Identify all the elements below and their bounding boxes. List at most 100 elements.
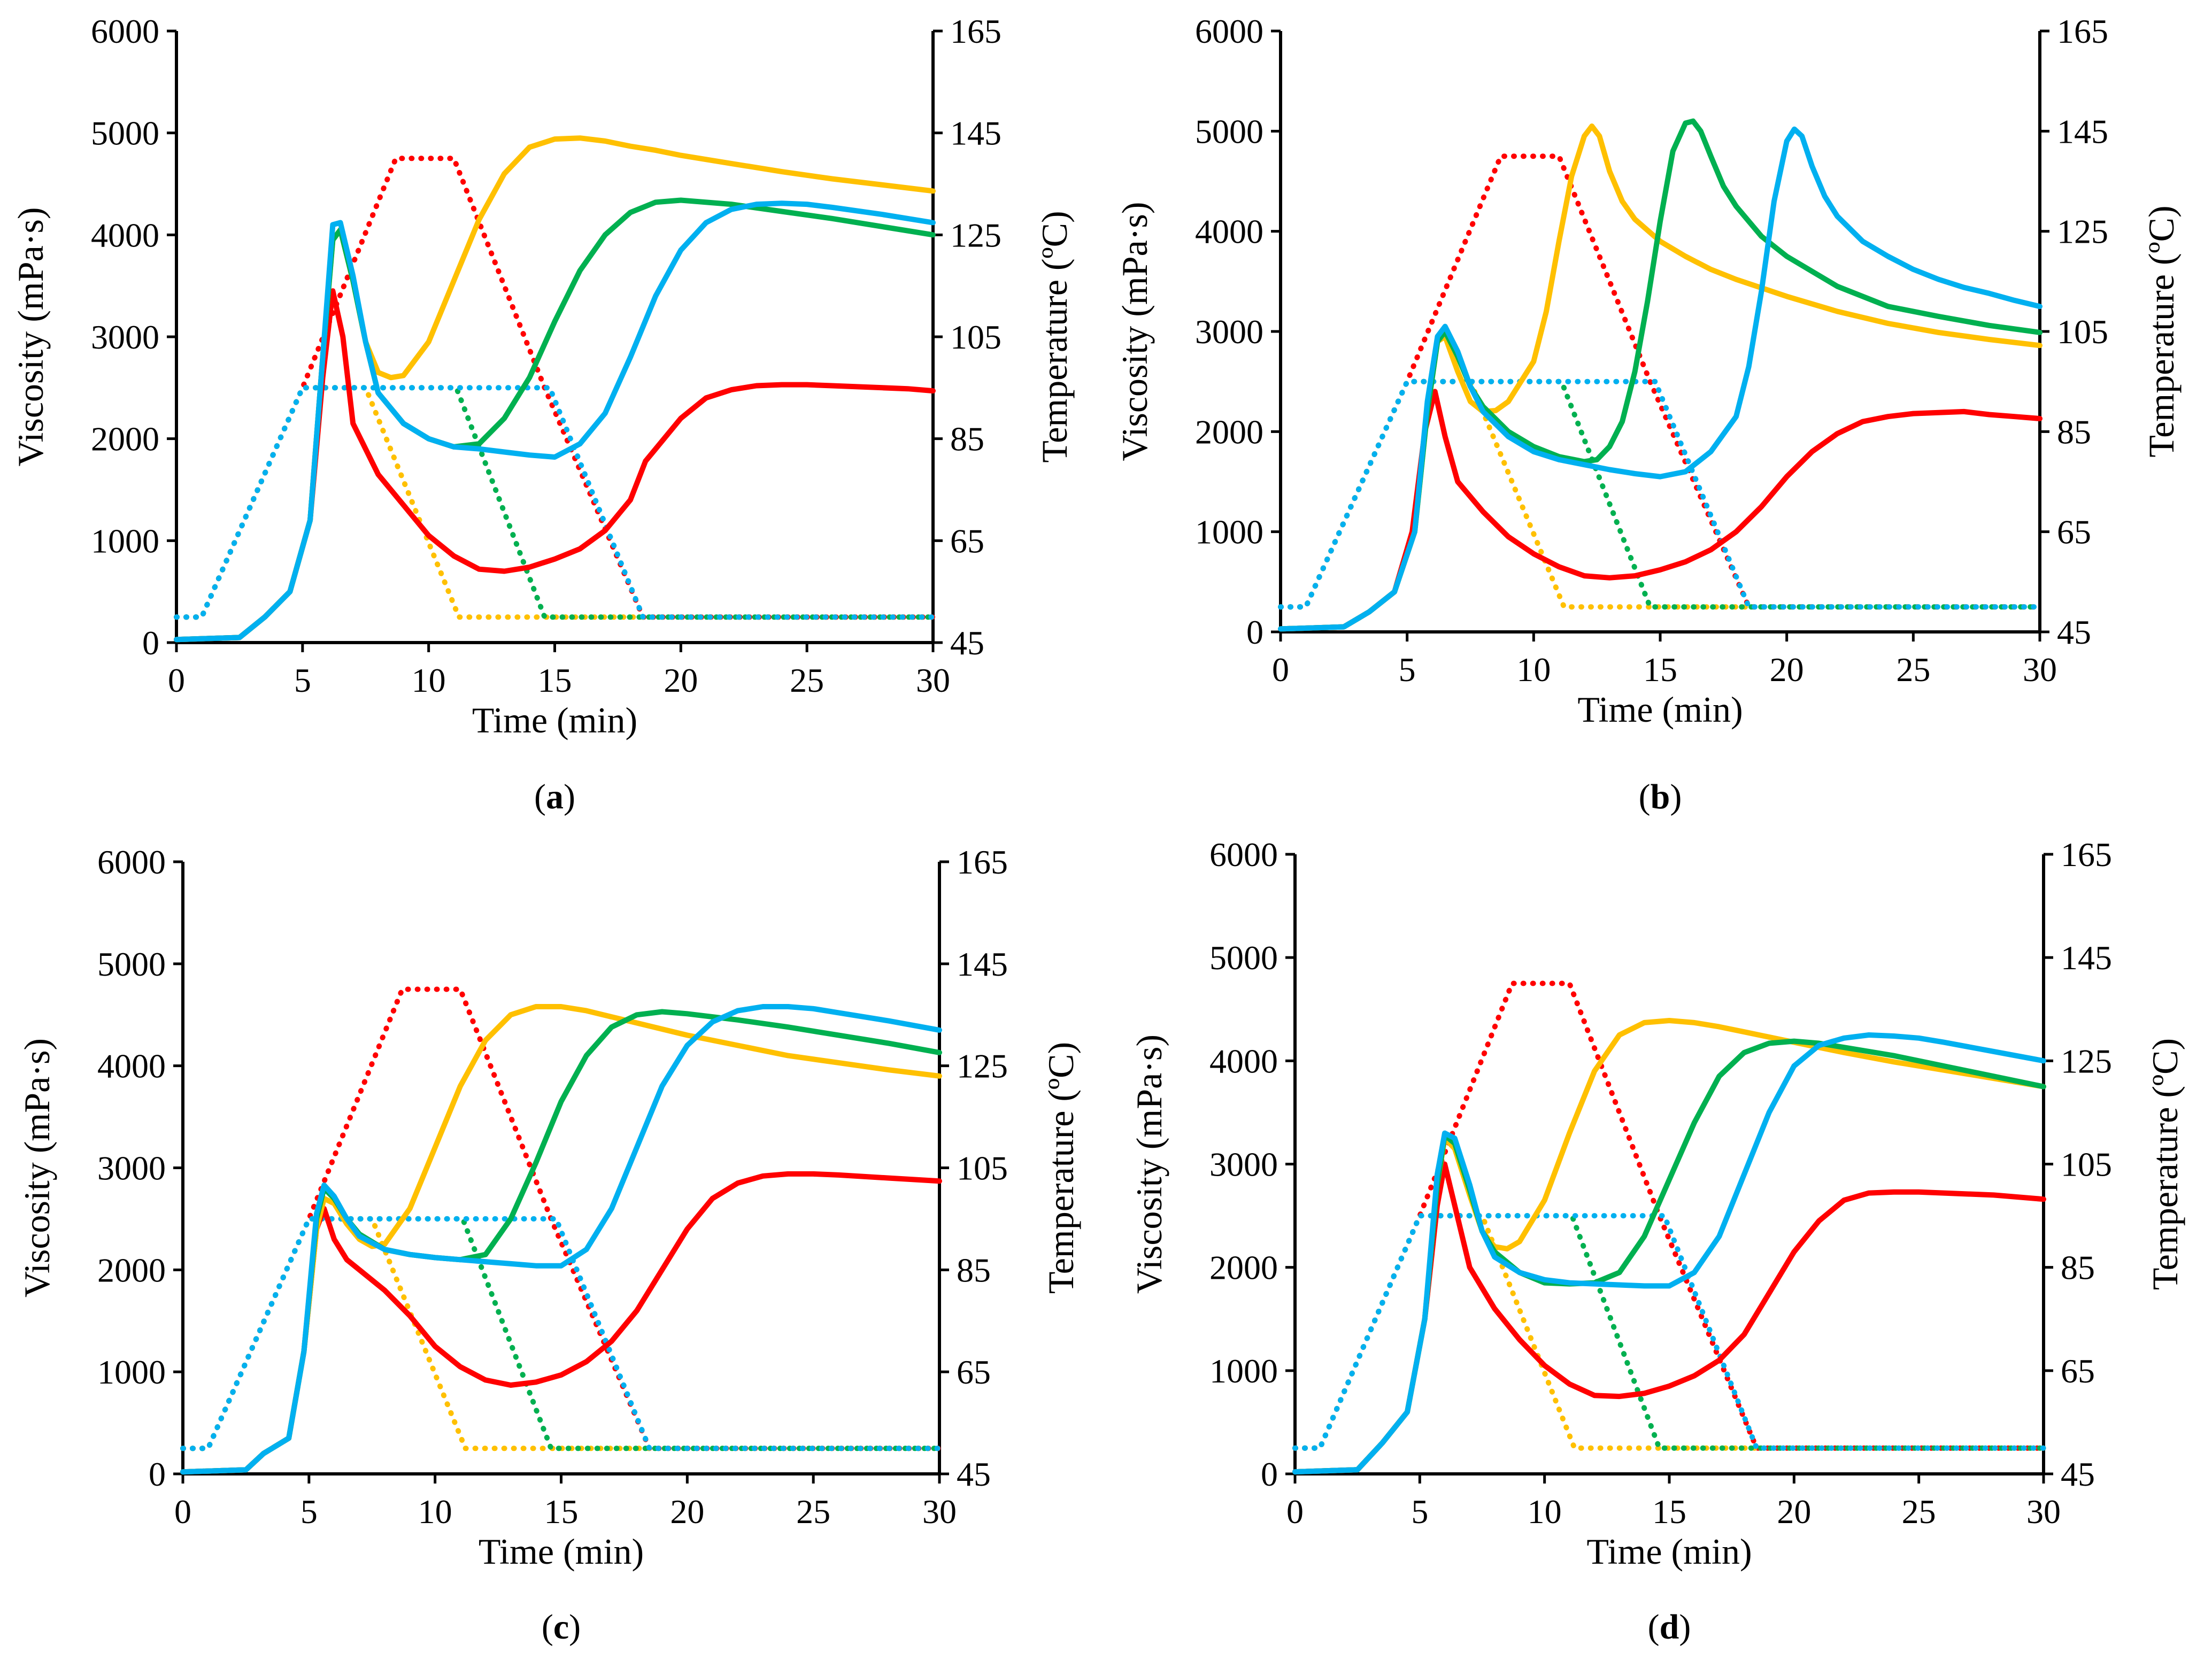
x-tick-label: 10 bbox=[418, 1493, 452, 1531]
y2-axis-label: Temperature (ºC) bbox=[1041, 1042, 1081, 1294]
y-tick-label: 1000 bbox=[1195, 513, 1263, 551]
y2-tick-label: 85 bbox=[2061, 1249, 2095, 1287]
x-axis-label: Time (min) bbox=[479, 1531, 644, 1572]
y2-tick-label: 125 bbox=[2057, 213, 2108, 251]
x-tick-label: 5 bbox=[300, 1493, 318, 1531]
x-tick-label: 0 bbox=[168, 661, 185, 699]
y2-axis-label: Temperature (ºC) bbox=[2145, 1038, 2185, 1290]
viscosity-line-1 bbox=[1292, 1161, 2046, 1475]
y2-tick-label: 85 bbox=[957, 1251, 991, 1289]
viscosity-line-2 bbox=[174, 135, 936, 643]
x-tick-label: 30 bbox=[916, 661, 950, 699]
y2-tick-label: 65 bbox=[2057, 513, 2091, 551]
y-tick-label: 2000 bbox=[1195, 413, 1263, 451]
x-tick-label: 25 bbox=[1896, 651, 1930, 689]
y-tick-label: 0 bbox=[142, 624, 159, 662]
viscosity-line-4 bbox=[1292, 1032, 2046, 1475]
x-tick-label: 0 bbox=[1272, 651, 1289, 689]
x-tick-label: 15 bbox=[1643, 651, 1677, 689]
y-axis-label: Viscosity (mPa·s) bbox=[1114, 202, 1155, 461]
panel-label: (d) bbox=[1648, 1608, 1691, 1647]
x-tick-label: 25 bbox=[1902, 1493, 1936, 1531]
x-tick-label: 0 bbox=[174, 1493, 191, 1531]
y2-tick-label: 105 bbox=[2061, 1146, 2112, 1184]
x-tick-label: 25 bbox=[790, 661, 824, 699]
y2-tick-label: 125 bbox=[957, 1047, 1008, 1085]
y2-axis-label: Temperature (ºC) bbox=[1034, 211, 1075, 462]
y2-tick-label: 85 bbox=[950, 420, 984, 458]
x-tick-label: 5 bbox=[1399, 651, 1416, 689]
y-tick-label: 1000 bbox=[97, 1353, 166, 1391]
y-tick-label: 4000 bbox=[1209, 1042, 1278, 1080]
y-tick-label: 3000 bbox=[1195, 313, 1263, 351]
y-tick-label: 4000 bbox=[1195, 213, 1263, 251]
temperature-line-4 bbox=[1292, 1213, 2046, 1451]
x-tick-label: 20 bbox=[670, 1493, 704, 1531]
y-tick-label: 4000 bbox=[97, 1047, 166, 1085]
y2-axis-label: Temperature (ºC) bbox=[2141, 205, 2182, 457]
y2-tick-label: 105 bbox=[2057, 313, 2108, 351]
x-axis-label: Time (min) bbox=[472, 700, 637, 740]
y2-tick-label: 45 bbox=[2057, 613, 2091, 651]
viscosity-line-4 bbox=[180, 1004, 942, 1475]
panel-a: 0100020003000400050006000456585105125145… bbox=[10, 12, 1075, 816]
temperature-line-4 bbox=[174, 385, 936, 620]
y-tick-label: 0 bbox=[149, 1455, 166, 1493]
y-axis-label: Viscosity (mPa·s) bbox=[1129, 1034, 1169, 1294]
x-tick-label: 15 bbox=[1652, 1493, 1686, 1531]
y-tick-label: 2000 bbox=[91, 420, 159, 458]
y2-tick-label: 145 bbox=[2057, 112, 2108, 150]
x-tick-label: 10 bbox=[412, 661, 446, 699]
temperature-line-1 bbox=[1292, 980, 2046, 1451]
y2-tick-label: 165 bbox=[957, 843, 1008, 881]
x-tick-label: 20 bbox=[664, 661, 698, 699]
x-tick-label: 30 bbox=[2026, 1493, 2061, 1531]
y2-tick-label: 105 bbox=[950, 318, 1001, 356]
x-tick-label: 5 bbox=[1411, 1493, 1428, 1531]
temperature-line-4 bbox=[180, 1216, 942, 1451]
y2-tick-label: 145 bbox=[957, 945, 1008, 983]
y2-tick-label: 125 bbox=[950, 216, 1001, 254]
x-tick-label: 30 bbox=[922, 1493, 957, 1531]
x-tick-label: 30 bbox=[2023, 651, 2057, 689]
y2-tick-label: 65 bbox=[957, 1353, 991, 1391]
x-tick-label: 25 bbox=[796, 1493, 830, 1531]
panel-label: (b) bbox=[1639, 777, 1682, 816]
y2-tick-label: 165 bbox=[2061, 836, 2112, 874]
y-tick-label: 3000 bbox=[97, 1149, 166, 1187]
x-tick-label: 5 bbox=[294, 661, 311, 699]
y2-tick-label: 65 bbox=[2061, 1352, 2095, 1390]
y2-tick-label: 85 bbox=[2057, 413, 2091, 451]
x-tick-label: 0 bbox=[1286, 1493, 1304, 1531]
y-tick-label: 6000 bbox=[97, 843, 166, 881]
y2-tick-label: 145 bbox=[950, 114, 1001, 152]
y-tick-label: 3000 bbox=[91, 318, 159, 356]
y2-tick-label: 165 bbox=[950, 12, 1001, 50]
y-tick-label: 6000 bbox=[91, 12, 159, 50]
y-tick-label: 4000 bbox=[91, 216, 159, 254]
x-tick-label: 10 bbox=[1528, 1493, 1562, 1531]
y-tick-label: 2000 bbox=[1209, 1249, 1278, 1287]
y-tick-label: 5000 bbox=[1209, 939, 1278, 977]
y2-tick-label: 165 bbox=[2057, 12, 2108, 50]
y2-tick-label: 45 bbox=[950, 624, 984, 662]
y-axis-label: Viscosity (mPa·s) bbox=[10, 207, 51, 466]
y-tick-label: 6000 bbox=[1195, 12, 1263, 50]
y-tick-label: 3000 bbox=[1209, 1146, 1278, 1184]
x-tick-label: 20 bbox=[1777, 1493, 1811, 1531]
viscosity-line-4 bbox=[174, 200, 936, 643]
y-tick-label: 5000 bbox=[97, 945, 166, 983]
y-tick-label: 1000 bbox=[91, 522, 159, 560]
y2-tick-label: 125 bbox=[2061, 1042, 2112, 1080]
x-axis-label: Time (min) bbox=[1586, 1531, 1752, 1572]
temperature-line-4 bbox=[1278, 378, 2043, 610]
y-axis-label: Viscosity (mPa·s) bbox=[17, 1038, 57, 1297]
y-tick-label: 1000 bbox=[1209, 1352, 1278, 1390]
viscosity-line-3 bbox=[1278, 118, 2043, 632]
viscosity-line-1 bbox=[180, 1171, 942, 1475]
x-tick-label: 20 bbox=[1770, 651, 1804, 689]
y2-tick-label: 45 bbox=[957, 1455, 991, 1493]
x-tick-label: 15 bbox=[544, 1493, 579, 1531]
panel-label: (a) bbox=[534, 777, 575, 816]
